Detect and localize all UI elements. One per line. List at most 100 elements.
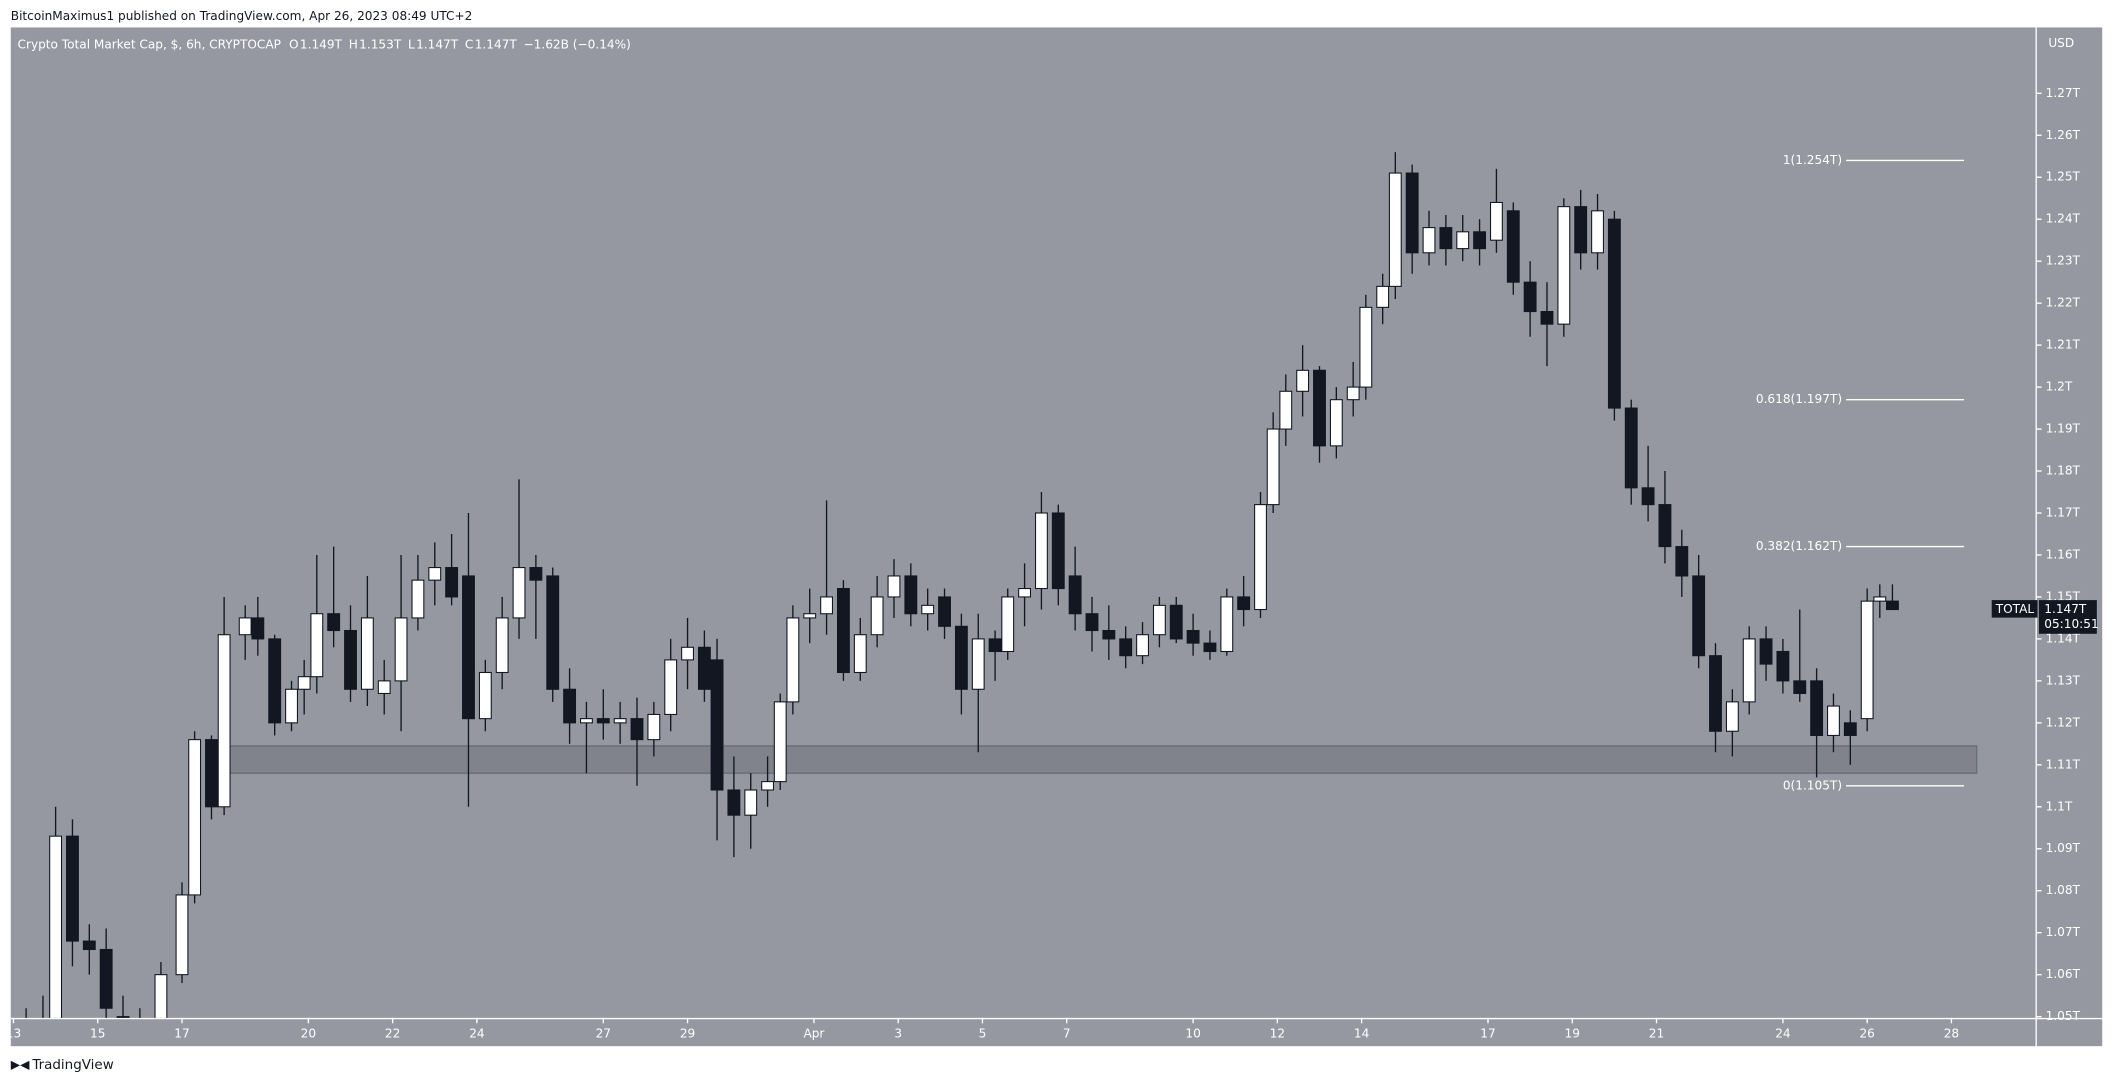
candle-body <box>630 718 644 741</box>
legend: Crypto Total Market Cap, $, 6h, CRYPTOCA… <box>18 37 631 51</box>
candle-body <box>1405 172 1419 254</box>
x-tick-label: 24 <box>1775 1027 1791 1041</box>
x-tick-label: 19 <box>1565 1027 1580 1041</box>
candle-body <box>988 638 1002 653</box>
y-tick-label: 1.21T <box>2046 338 2081 352</box>
candle-body <box>1641 487 1655 506</box>
candle-body <box>1136 634 1149 657</box>
candle-body <box>1591 210 1604 254</box>
candle-body <box>1203 642 1217 653</box>
candle-body <box>1675 546 1689 577</box>
candle-body <box>1886 600 1899 611</box>
candle-body <box>445 567 459 598</box>
candle-body <box>49 835 63 1018</box>
candle-body <box>82 940 96 951</box>
x-tick-label: 14 <box>1354 1027 1370 1041</box>
y-tick-label: 1.08T <box>2046 883 2081 897</box>
candle-body <box>154 974 168 1018</box>
candle-body <box>820 596 834 615</box>
y-tick-label: 1.12T <box>2046 715 2081 729</box>
candle-body <box>1658 504 1672 548</box>
price-tag-symbol: TOTAL <box>1995 602 2035 616</box>
candle-body <box>1557 206 1571 325</box>
candle-body <box>744 789 758 816</box>
y-tick-label: 1.26T <box>2046 128 2081 142</box>
candle-body <box>1329 399 1343 447</box>
candle-body <box>786 617 800 703</box>
candle-body <box>512 567 526 619</box>
candle-body <box>853 634 867 674</box>
legend-change: −1.62B (−0.14%) <box>524 37 631 51</box>
plot: 1(1.254T) 0.618(1.197T) 0.382(1.162T) 0(1.1… <box>25 152 1978 1018</box>
axes: 1.05T 1.06T 1.07T 1.08T 1.09T 1.1T 1.11T 1.12T 1… <box>6 86 2099 1041</box>
price-tag-countdown: 05:10:51 <box>2044 617 2098 631</box>
y-tick-label: 1.14T <box>2046 631 2081 645</box>
y-tick-label: 1.23T <box>2046 254 2081 268</box>
legend-key: C <box>465 37 473 51</box>
candle-body <box>297 676 311 690</box>
candle-body <box>761 781 775 791</box>
candle-body <box>394 617 408 682</box>
candle-body <box>887 575 901 598</box>
candle-body <box>327 613 341 632</box>
candle-body <box>478 671 492 720</box>
candle-body <box>1034 512 1048 590</box>
legend-value: 1.153T <box>359 37 402 51</box>
x-tick-label: 29 <box>680 1027 695 1041</box>
candle-body <box>596 718 610 724</box>
candle-body <box>1018 588 1032 598</box>
fib-label: 0(1.105T) <box>1783 778 1842 792</box>
candle-body <box>1152 604 1166 636</box>
legend-key: L <box>408 37 415 51</box>
candle-body <box>1085 613 1099 632</box>
x-tick-label: 24 <box>469 1027 485 1041</box>
y-tick-label: 1.22T <box>2046 296 2081 310</box>
candle-body <box>1359 306 1373 388</box>
candle-body <box>1810 680 1824 736</box>
y-tick-label: 1.11T <box>2046 757 2081 771</box>
candle-body <box>1843 722 1857 736</box>
candle-body <box>1068 575 1082 615</box>
candle-body <box>66 835 79 942</box>
candle-body <box>1313 369 1326 447</box>
candle-body <box>377 680 391 695</box>
candle-body <box>99 948 113 1009</box>
candle-body <box>1624 407 1638 489</box>
legend-value: 1.147T <box>475 37 518 51</box>
candle-body <box>938 596 951 627</box>
x-tick-label: 7 <box>1063 1027 1071 1041</box>
candle-body <box>1266 428 1280 506</box>
candle-body <box>1523 281 1537 313</box>
candle-body <box>803 613 817 619</box>
candle-body <box>727 789 741 816</box>
candle-body <box>1489 201 1503 241</box>
price-tag-label: 1.147T <box>2044 602 2087 616</box>
candle-body <box>579 718 593 724</box>
candle-body <box>1827 705 1840 736</box>
candle-body <box>836 588 850 674</box>
candle-body <box>310 613 324 678</box>
candle-body <box>1102 629 1116 640</box>
x-tick-label: Apr <box>803 1027 824 1041</box>
candle-body <box>285 688 298 724</box>
candle-body <box>188 739 202 896</box>
y-tick-label: 1.1T <box>2046 799 2073 813</box>
candle-body <box>344 629 357 690</box>
candle-body <box>681 646 694 661</box>
x-tick-label: 3 <box>894 1027 902 1041</box>
brand: TradingView <box>31 1057 113 1073</box>
y-tick-label: 1.27T <box>2046 86 2081 100</box>
y-tick-label: 1.15T <box>2046 589 2081 603</box>
candle-body <box>205 739 218 808</box>
x-tick-label: 22 <box>385 1027 400 1041</box>
fib-label: 1(1.254T) <box>1783 153 1842 167</box>
candle-body <box>1346 386 1360 401</box>
fib-label: 0.382(1.162T) <box>1756 539 1842 553</box>
legend-value: 1.147T <box>416 37 459 51</box>
publisher: BitcoinMaximus1 published on TradingView… <box>11 9 473 23</box>
candle-body <box>1709 655 1722 732</box>
candle-body <box>1186 629 1200 644</box>
candle-body <box>1220 596 1234 653</box>
